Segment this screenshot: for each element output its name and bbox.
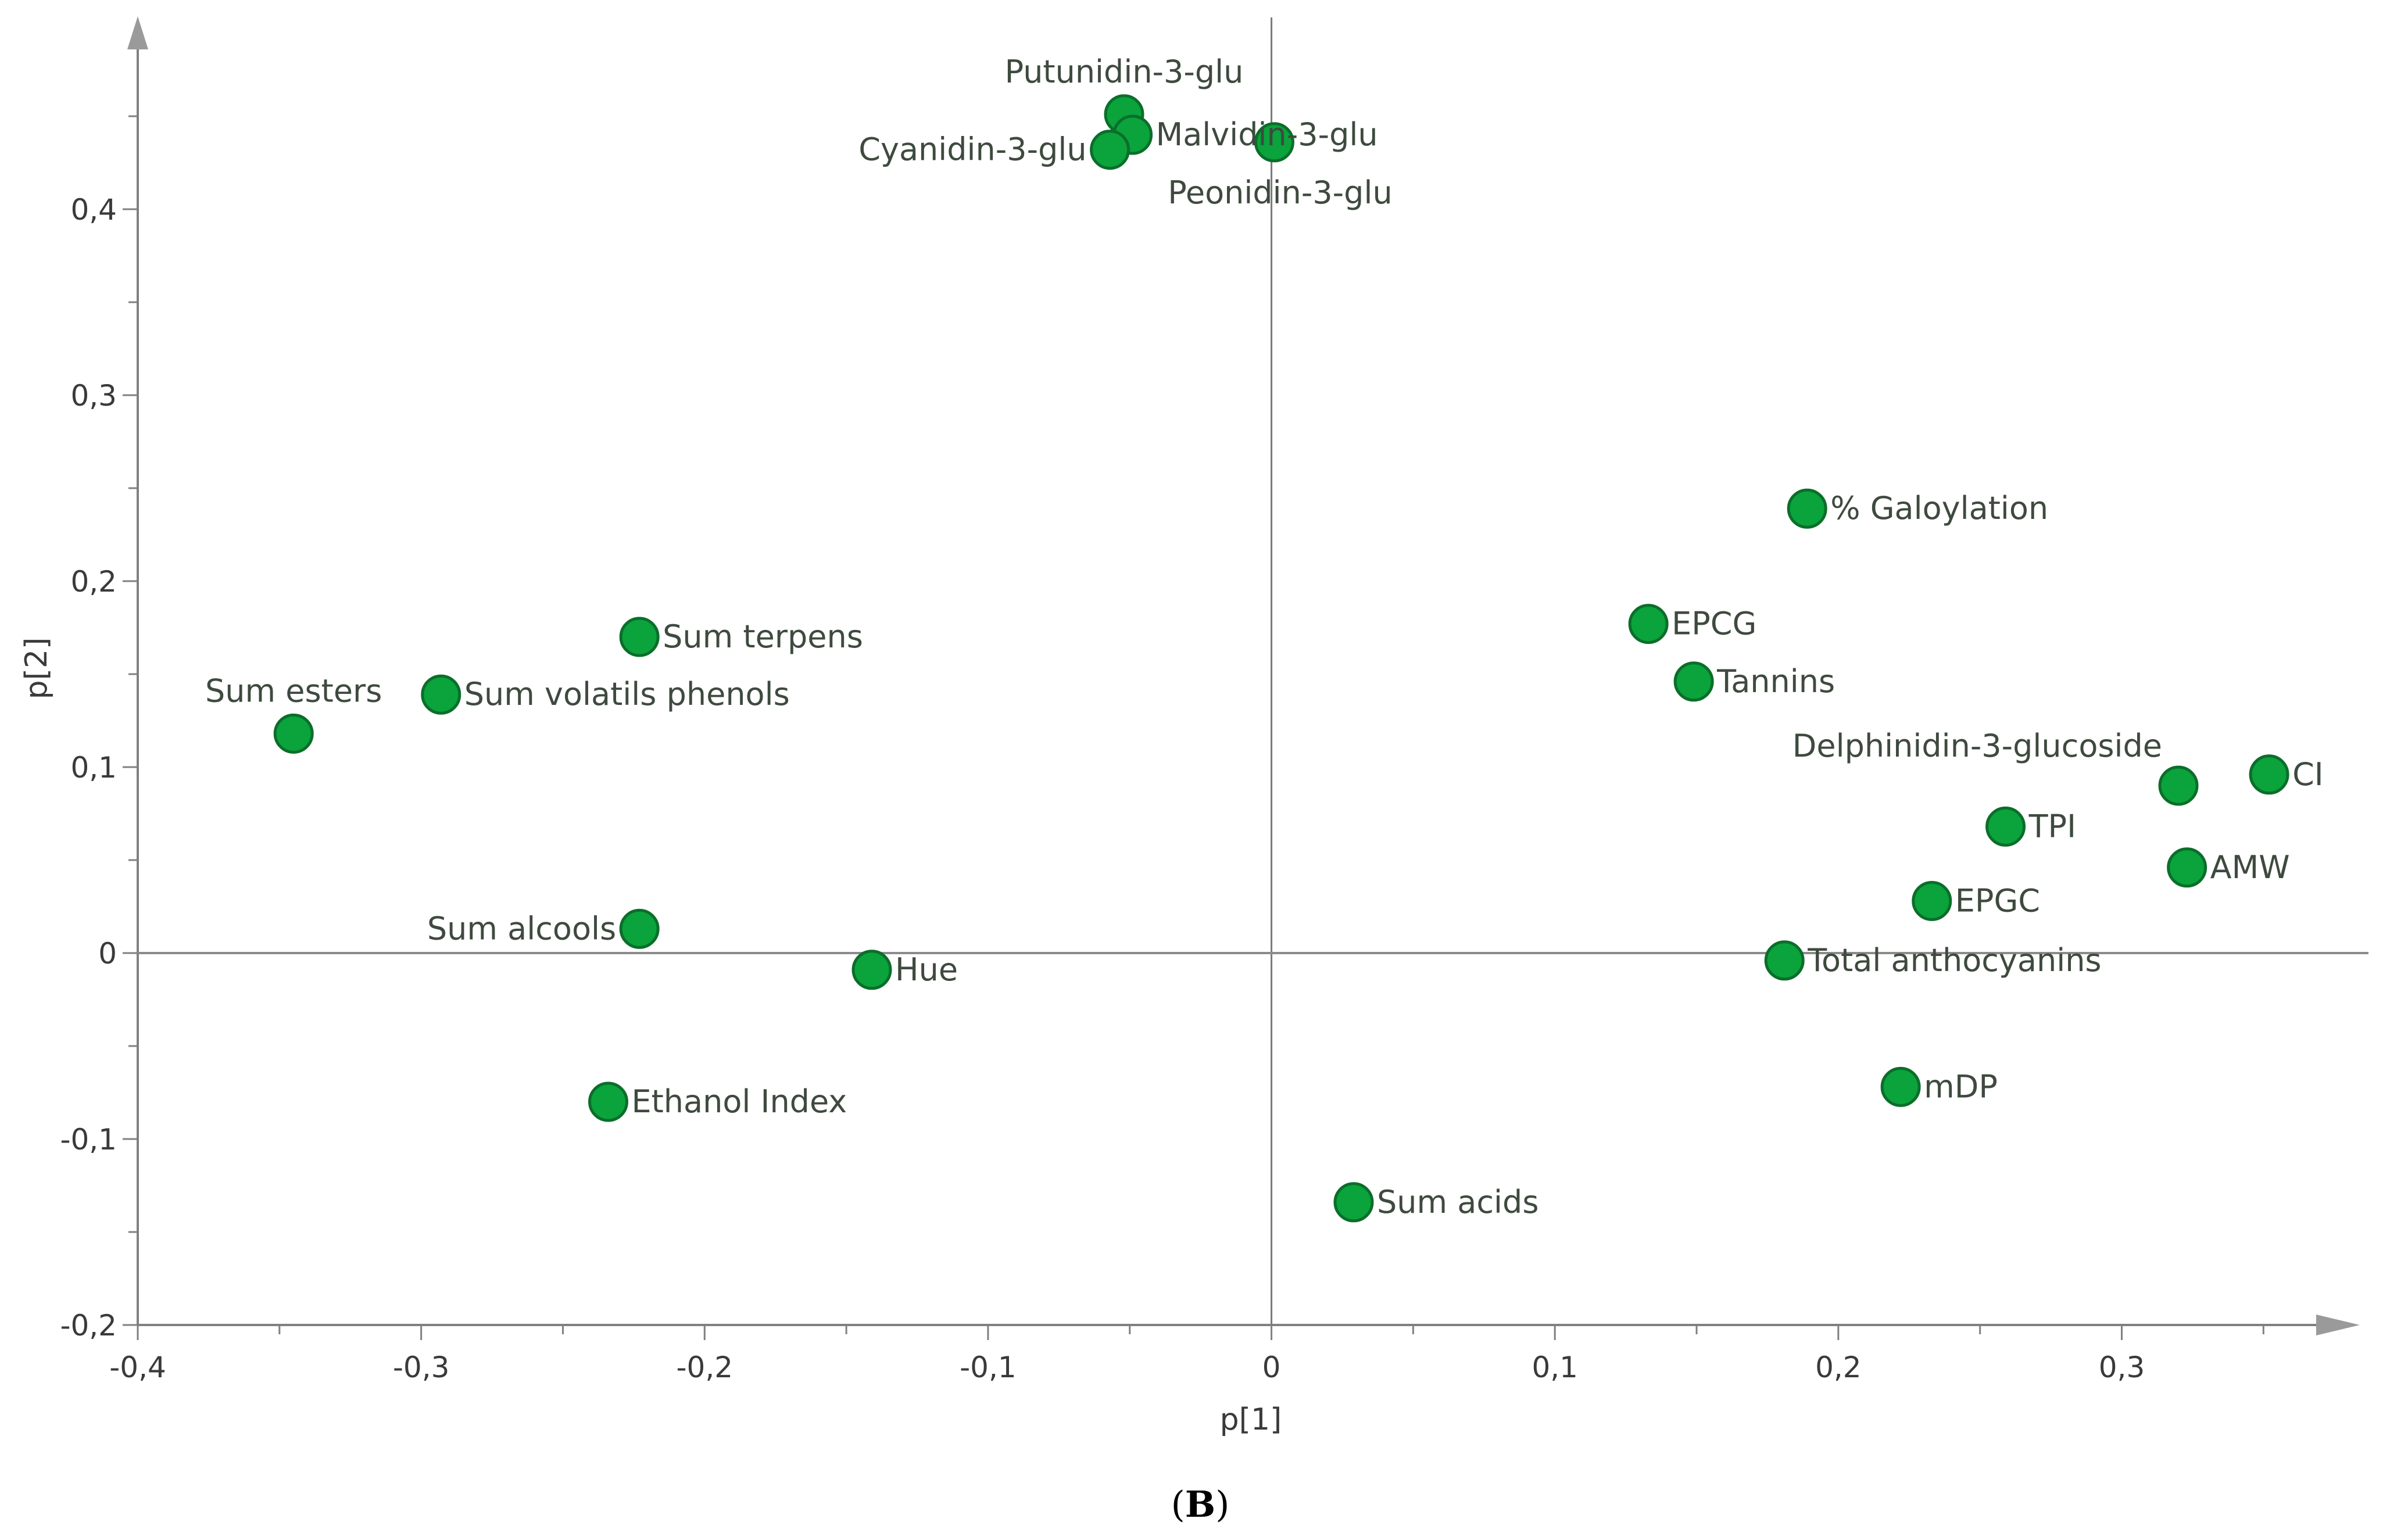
point-label: EPCG (1672, 606, 1756, 642)
data-point (1333, 1182, 1374, 1223)
point-label: TPI (2028, 808, 2076, 844)
point-label: Cyanidin-3-glu (858, 131, 1086, 168)
y-tick-label: -0,1 (60, 1123, 117, 1156)
point-label: Ethanol Index (631, 1083, 847, 1120)
points-layer (273, 94, 2289, 1223)
data-point (2167, 847, 2207, 888)
point-label: Sum alcools (427, 910, 616, 947)
point-label: Peonidin-3-glu (1168, 174, 1392, 211)
tick-labels-layer: -0,4 -0,3 -0,2 -0,1 0 0,1 0,2 0,3 -0,2 -0,1 0 0,1 0,… (60, 193, 2145, 1384)
x-tick-label: 0,3 (2099, 1351, 2145, 1384)
caption-letter: B (1185, 1483, 1215, 1525)
x-tick-label: 0 (1262, 1351, 1281, 1384)
caption-open-paren: ( (1171, 1483, 1185, 1525)
y-tick-label: 0,4 (70, 193, 117, 227)
point-label: CI (2292, 756, 2324, 793)
point-label: EPGC (1955, 882, 2040, 919)
point-label: Putunidin-3-glu (1005, 53, 1244, 90)
x-axis-arrowhead (2316, 1315, 2360, 1335)
point-label: Sum esters (205, 672, 382, 709)
data-point (2158, 765, 2199, 806)
y-tick-label: 0,1 (70, 751, 117, 785)
y-axis-arrowhead (127, 16, 148, 49)
y-tick-label: 0,3 (70, 379, 117, 413)
data-point (1090, 130, 1130, 170)
data-point (1880, 1066, 1921, 1107)
data-point (588, 1081, 628, 1122)
x-tick-label: 0,2 (1815, 1351, 1862, 1384)
caption-close-paren: ) (1215, 1483, 1229, 1525)
data-point (2249, 754, 2289, 795)
x-tick-label: 0,1 (1532, 1351, 1578, 1384)
point-label: Tannins (1716, 663, 1835, 700)
data-point (1985, 806, 2026, 847)
point-label: Hue (895, 951, 958, 988)
x-tick-label: -0,1 (960, 1351, 1017, 1384)
axes-layer (123, 16, 2368, 1340)
data-point (1254, 122, 1294, 163)
x-axis-title: p[1] (1220, 1402, 1282, 1437)
data-point (1764, 940, 1805, 981)
data-point (851, 950, 892, 990)
x-tick-label: -0,2 (677, 1351, 733, 1384)
data-point (1673, 661, 1714, 702)
x-tick-label: -0,4 (109, 1351, 166, 1384)
point-labels-layer: Putunidin-3-glu Malvidin-3-glu Cyanidin-3-… (205, 53, 2324, 1220)
point-label: Sum volatils phenols (464, 676, 790, 712)
point-label: Sum acids (1377, 1184, 1538, 1220)
point-label: AMW (2210, 849, 2290, 886)
data-point (421, 674, 461, 715)
data-point (1787, 488, 1827, 529)
y-tick-label: 0,2 (70, 565, 117, 599)
point-label: mDP (1924, 1068, 1998, 1105)
point-label: Delphinidin-3-glucoside (1792, 728, 2162, 764)
data-point (1628, 604, 1669, 644)
data-point (1912, 880, 1952, 921)
point-label: Total anthocyanins (1807, 942, 2101, 979)
figure-caption: (B) (1171, 1483, 1230, 1525)
data-point (619, 617, 660, 657)
data-point (619, 908, 660, 949)
point-label: Malvidin-3-glu (1156, 116, 1378, 153)
point-label: % Galoylation (1830, 490, 2048, 527)
y-axis-title: p[2] (19, 638, 54, 700)
x-tick-label: -0,3 (393, 1351, 450, 1384)
data-point (273, 713, 314, 754)
point-label: Sum terpens (663, 618, 863, 655)
y-tick-label: 0 (98, 937, 117, 970)
y-tick-label: -0,2 (60, 1309, 117, 1342)
